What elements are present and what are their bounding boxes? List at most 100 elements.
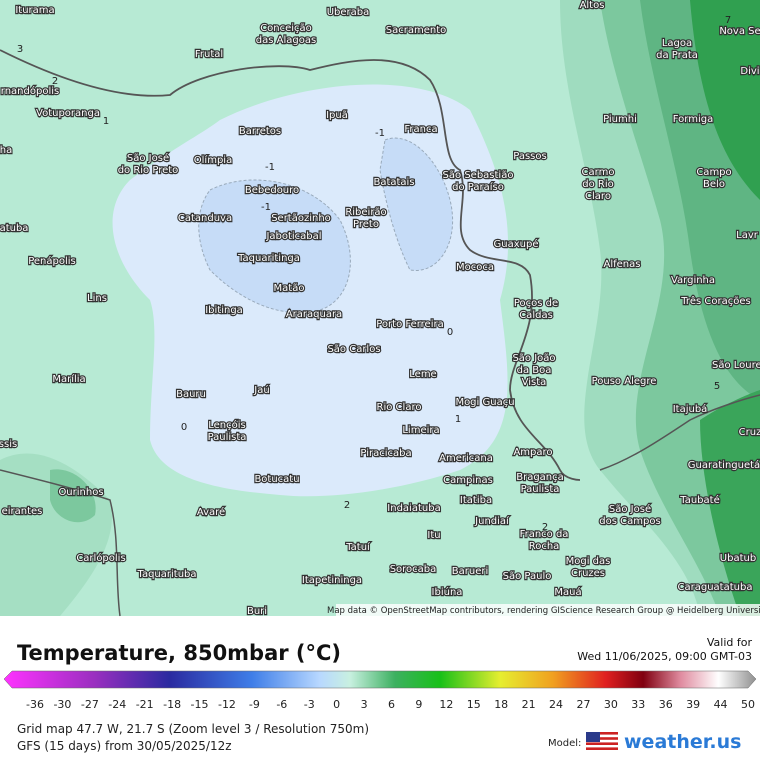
city-label: Mococa (456, 262, 494, 273)
colorbar-tick-label: -12 (218, 698, 236, 711)
city-label: Nova Se (719, 26, 760, 37)
city-label: Franco da (520, 529, 569, 540)
colorbar-tick-label: -18 (163, 698, 181, 711)
city-label: Campo (696, 167, 731, 178)
city-label: Mogi Guaçu (455, 397, 514, 408)
colorbar-tick-label: 24 (549, 698, 563, 711)
city-label: Formiga (673, 114, 713, 125)
contour-label: -1 (375, 128, 385, 139)
city-label: Matão (274, 283, 305, 294)
city-label: Paulista (521, 484, 560, 495)
city-label: Vista (522, 377, 547, 388)
city-label: atuba (0, 223, 28, 234)
grid-info: Grid map 47.7 W, 21.7 S (Zoom level 3 / … (17, 722, 369, 736)
colorbar-tick-label: 12 (439, 698, 453, 711)
city-label: Barretos (239, 126, 281, 137)
colorbar-tick-label: -21 (136, 698, 154, 711)
contour-label: 3 (17, 44, 23, 55)
city-label: ssis (0, 439, 17, 450)
attribution: Map data © OpenStreetMap contributors, r… (327, 606, 760, 616)
city-label: Jaboticabal (265, 231, 321, 242)
city-label: Ibitinga (205, 305, 243, 316)
brand: weather.us (624, 731, 741, 753)
city-label: Limeira (402, 425, 439, 436)
contour-label: 2 (52, 76, 58, 87)
city-label: São José (127, 152, 169, 164)
contour-label: 0 (447, 327, 453, 338)
city-label: Americana (439, 453, 493, 464)
city-label: Marília (52, 373, 85, 385)
city-label: Varginha (671, 275, 715, 286)
legend-title: Temperature, 850mbar (°C) (17, 641, 341, 665)
city-label: Piumhi (603, 114, 637, 125)
colorbar-tick-label: -27 (81, 698, 99, 711)
city-label: Piracicaba (360, 448, 411, 459)
contour-label: 5 (714, 381, 720, 392)
contour-label: -1 (265, 162, 275, 173)
city-label: das Alagoas (256, 35, 316, 46)
city-label: ha (0, 145, 12, 156)
city-label: Rio Claro (377, 402, 422, 413)
city-label: Taquarituba (136, 569, 196, 580)
city-label: rnandópolis (1, 85, 59, 97)
city-label: Jundiaí (474, 515, 510, 527)
colorbar-tick-label: 9 (415, 698, 422, 711)
colorbar-tick-label: 39 (686, 698, 700, 711)
colorbar-tick-label: -9 (249, 698, 260, 711)
city-label: Belo (703, 179, 725, 190)
colorbar-tick-label: -3 (304, 698, 315, 711)
city-label: Ribeirão (345, 207, 386, 218)
city-label: Três Corações (680, 295, 750, 307)
contour-label: 2 (344, 500, 350, 511)
city-label: Paulista (208, 432, 247, 443)
city-label: Guaratinguetá (688, 459, 760, 471)
colorbar-tick-label: 3 (361, 698, 368, 711)
city-label: Preto (353, 219, 379, 230)
city-label: Sacramento (386, 25, 446, 36)
valid-time: Wed 11/06/2025, 09:00 GMT-03 (577, 650, 752, 663)
city-label: Claro (585, 191, 611, 202)
city-label: São Paulo (503, 571, 552, 582)
city-label: Altos (580, 0, 605, 11)
colorbar-tick-label: 27 (576, 698, 590, 711)
colorbar-tick-label: 15 (467, 698, 481, 711)
colorbar-tick-label: 30 (604, 698, 618, 711)
city-label: Cruzes (571, 568, 605, 579)
city-label: Votuporanga (36, 108, 100, 119)
city-label: Carmo (582, 167, 615, 178)
city-label: Bebedouro (245, 185, 299, 196)
colorbar-tick-label: 21 (522, 698, 536, 711)
city-label: São José (609, 503, 651, 515)
colorbar-tick-label: 6 (388, 698, 395, 711)
city-label: Ipuã (326, 110, 348, 121)
city-label: Bragança (516, 472, 564, 483)
city-label: Botucatu (254, 474, 299, 485)
city-label: Avaré (197, 506, 225, 518)
city-label: Taubaté (679, 494, 719, 506)
colorbar-tick-label: -15 (191, 698, 209, 711)
city-label: Ourinhos (58, 487, 103, 498)
city-label: Jaú (253, 384, 269, 396)
colorbar-tick-label: -6 (276, 698, 287, 711)
city-label: Sertãozinho (271, 213, 331, 224)
city-label: Leme (409, 369, 436, 380)
city-label: Conceição (260, 23, 312, 34)
city-label: Cruz (739, 427, 760, 438)
colorbar-tick-label: -30 (53, 698, 71, 711)
city-label: Iturama (15, 5, 54, 16)
city-label: Pouso Alegre (592, 376, 657, 387)
city-label: Ibiúna (432, 586, 463, 598)
city-label: da Prata (656, 50, 698, 61)
city-label: São Sebastião (443, 170, 514, 181)
city-label: Itatiba (460, 495, 492, 506)
colorbar-tick-label: 0 (333, 698, 340, 711)
city-label: Sorocaba (390, 564, 437, 575)
model-label: Model: (548, 738, 581, 749)
colorbar-tick-label: 50 (741, 698, 755, 711)
city-label: Uberaba (327, 7, 370, 18)
city-label: Itu (427, 530, 440, 541)
city-label: eirantes (2, 506, 43, 517)
contour-label: -1 (261, 202, 271, 213)
city-label: Franca (404, 124, 437, 135)
